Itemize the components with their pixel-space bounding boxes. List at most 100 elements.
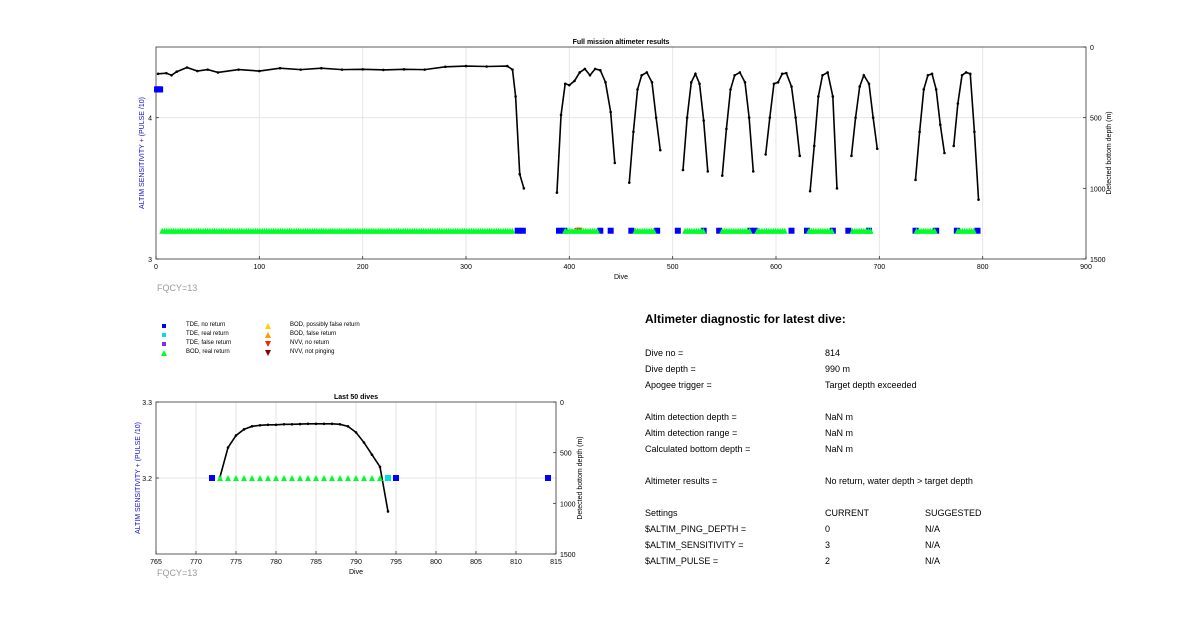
x-tick-label: 815 (550, 559, 562, 566)
marker-square (393, 475, 399, 481)
setting-label: $ALTIM_PING_DEPTH = (645, 524, 747, 534)
marker-square (752, 227, 759, 234)
marker-triangle-up (257, 475, 263, 481)
diag-label: Altimeter results = (645, 476, 718, 486)
depth-point (573, 79, 576, 83)
depth-point (689, 81, 693, 84)
depth-point (609, 110, 612, 114)
x-tick-label: 795 (390, 559, 402, 566)
depth-point (299, 68, 302, 71)
y-axis-label-left: ALTIM SENSITIVITY + (PULSE /10) (139, 97, 146, 209)
x-tick-label: 785 (310, 559, 322, 566)
x-tick-label: 400 (563, 264, 575, 271)
depth-point (934, 88, 938, 91)
x-axis-label: Dive (349, 569, 363, 576)
depth-point (725, 127, 728, 131)
marker-triangle-up (233, 475, 239, 481)
x-tick-label: 780 (270, 559, 282, 566)
marker-triangle-up (273, 475, 279, 481)
diag-label: Altim detection range = (645, 428, 738, 438)
depth-point (518, 172, 522, 176)
depth-line (850, 73, 879, 156)
depth-point (850, 154, 853, 158)
depth-point (751, 170, 755, 173)
setting-suggested: N/A (925, 556, 941, 566)
x-tick-label: 775 (230, 559, 242, 566)
depth-line (556, 67, 616, 193)
plot-frame (155, 46, 1087, 260)
depth-point (464, 64, 468, 68)
legend-label: BOD, possibly false return (290, 322, 360, 328)
marker-triangle-up (970, 227, 977, 234)
depth-line (914, 72, 946, 180)
depth-point (346, 425, 350, 428)
depth-point (206, 68, 209, 71)
legend-triangle-up-icon (265, 323, 271, 329)
depth-point (370, 453, 374, 456)
marker-square (628, 227, 635, 234)
depth-point (170, 73, 173, 77)
legend-square-icon (162, 342, 166, 346)
setting-suggested: N/A (925, 540, 941, 550)
depth-point (632, 130, 635, 134)
depth-point (278, 66, 282, 70)
y-tick-label-left: 4 (148, 116, 152, 123)
depth-point (862, 73, 866, 77)
settings-label: Settings (645, 508, 678, 518)
depth-point (785, 71, 788, 75)
diag-value: 814 (825, 348, 841, 358)
depth-line (952, 71, 980, 200)
depth-point (559, 113, 563, 117)
depth-point (952, 144, 956, 148)
x-tick-label: 810 (510, 559, 522, 566)
depth-point (914, 178, 917, 182)
marker-square (597, 227, 604, 234)
diag-value: NaN m (825, 412, 854, 422)
chart-title: Last 50 dives (334, 394, 378, 401)
legend-triangle-up-icon (161, 350, 167, 356)
legend-label: TDE, real return (186, 331, 229, 337)
x-tick-label: 900 (1080, 264, 1092, 271)
depth-point (926, 73, 930, 77)
legend-triangle-down-icon (265, 341, 271, 347)
marker-triangle-up (313, 475, 319, 481)
fqcy-label-bottom: FQCY=13 (157, 568, 198, 578)
depth-point (314, 422, 318, 426)
depth-point (320, 66, 323, 70)
legend-triangle-up-icon (265, 332, 271, 338)
marker-triangle-up (241, 475, 247, 481)
depth-point (738, 71, 742, 74)
depth-line (628, 71, 662, 183)
marker-square (804, 227, 810, 234)
y-tick-label-right: 500 (560, 451, 572, 458)
depth-point (402, 68, 406, 71)
y-tick-label-right: 0 (560, 400, 564, 407)
depth-point (627, 181, 631, 184)
depth-point (338, 422, 342, 426)
x-tick-label: 770 (190, 559, 202, 566)
depth-point (743, 81, 747, 84)
depth-line (809, 71, 838, 192)
depth-point (821, 73, 824, 77)
depth-point (298, 422, 302, 426)
depth-point (956, 102, 960, 105)
depth-point (776, 81, 780, 84)
depth-point (875, 147, 879, 151)
y-tick-label-right: 1000 (560, 501, 576, 508)
y-axis-label-right: Detected bottom depth (m) (1106, 111, 1113, 194)
legend: TDE, no return TDE, real return TDE, false… (160, 322, 380, 362)
depth-point (237, 68, 240, 71)
marker-square (556, 227, 562, 234)
depth-point (681, 168, 685, 172)
depth-point (968, 72, 972, 76)
depth-point (274, 423, 278, 427)
marker-triangle-up (377, 475, 383, 481)
depth-point (808, 189, 812, 193)
marker-triangle-up (297, 475, 303, 481)
depth-point (867, 82, 871, 86)
depth-point (382, 68, 385, 72)
fqcy-label-top: FQCY=13 (157, 283, 198, 293)
legend-label: TDE, false return (186, 340, 232, 346)
marker-triangle-up (225, 475, 231, 481)
depth-line (764, 72, 801, 156)
